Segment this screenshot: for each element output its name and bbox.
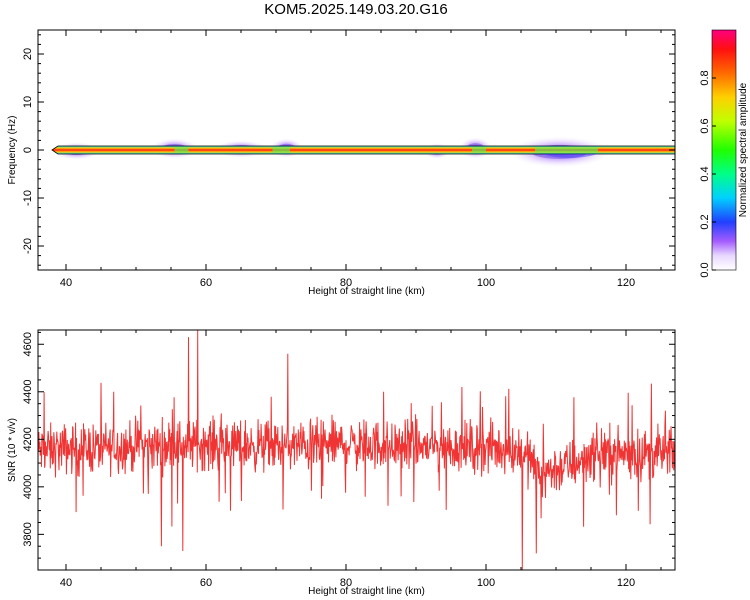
colorbar-label: Normalized spectral amplitude (738, 82, 749, 217)
y-tick-label: 4400 (22, 380, 34, 404)
y-tick-label: 4200 (22, 427, 34, 451)
x-axis-label: Height of straight line (km) (308, 286, 425, 297)
x-tick-label: 100 (477, 577, 495, 589)
y-tick-label: 4000 (22, 475, 34, 499)
chart-title: KOM5.2025.149.03.20.G16 (264, 1, 447, 18)
x-axis-label: Height of straight line (km) (308, 586, 425, 597)
y-tick-label: -20 (22, 238, 34, 254)
ridge-dip (542, 154, 598, 158)
colorbar-tick-label: 0.2 (699, 214, 711, 229)
colorbar: 0.0 0.2 0.4 0.6 0.8 Normalized spectral ampli… (699, 29, 749, 278)
x-tick-label: 100 (477, 277, 495, 289)
colorbar-tick-label: 0.6 (699, 118, 711, 133)
colorbar-tick-label: 0.8 (699, 70, 711, 85)
y-tick-label: 0 (22, 147, 34, 153)
y-tick-label: -10 (22, 190, 34, 206)
x-tick-label: 80 (340, 277, 352, 289)
y-tick-label: 3800 (22, 522, 34, 546)
ridge-patch-3 (535, 147, 598, 153)
y-axis-label: Frequency (Hz) (7, 116, 18, 185)
y-tick-label: 20 (22, 48, 34, 60)
spectrogram-panel: 40 60 80 100 120 -20 -10 0 10 20 Height of straigh… (7, 29, 676, 297)
x-tick-label: 40 (60, 577, 72, 589)
plot-frame (37, 329, 676, 571)
x-tick-label: 60 (200, 577, 212, 589)
ridge-patch-2 (472, 147, 486, 153)
x-tick-label: 40 (60, 277, 72, 289)
y-tick-label: 10 (22, 96, 34, 108)
x-tick-label: 80 (340, 577, 352, 589)
ridge-patch-0 (174, 147, 189, 153)
x-tick-label: 60 (200, 277, 212, 289)
colorbar-gradient (711, 29, 737, 271)
ridge-patch-1 (272, 147, 290, 153)
snr-series-line (37, 329, 676, 571)
colorbar-tick-label: 0.0 (699, 262, 711, 277)
snr-panel: 40 60 80 100 120 3800 4000 4200 4400 4600 Height o… (7, 329, 676, 597)
y-axis-label: SNR (10 * v/v) (7, 418, 18, 482)
x-tick-label: 120 (617, 577, 635, 589)
y-tick-label: 4600 (22, 332, 34, 356)
colorbar-tick-label: 0.4 (699, 166, 711, 181)
x-tick-label: 120 (617, 277, 635, 289)
